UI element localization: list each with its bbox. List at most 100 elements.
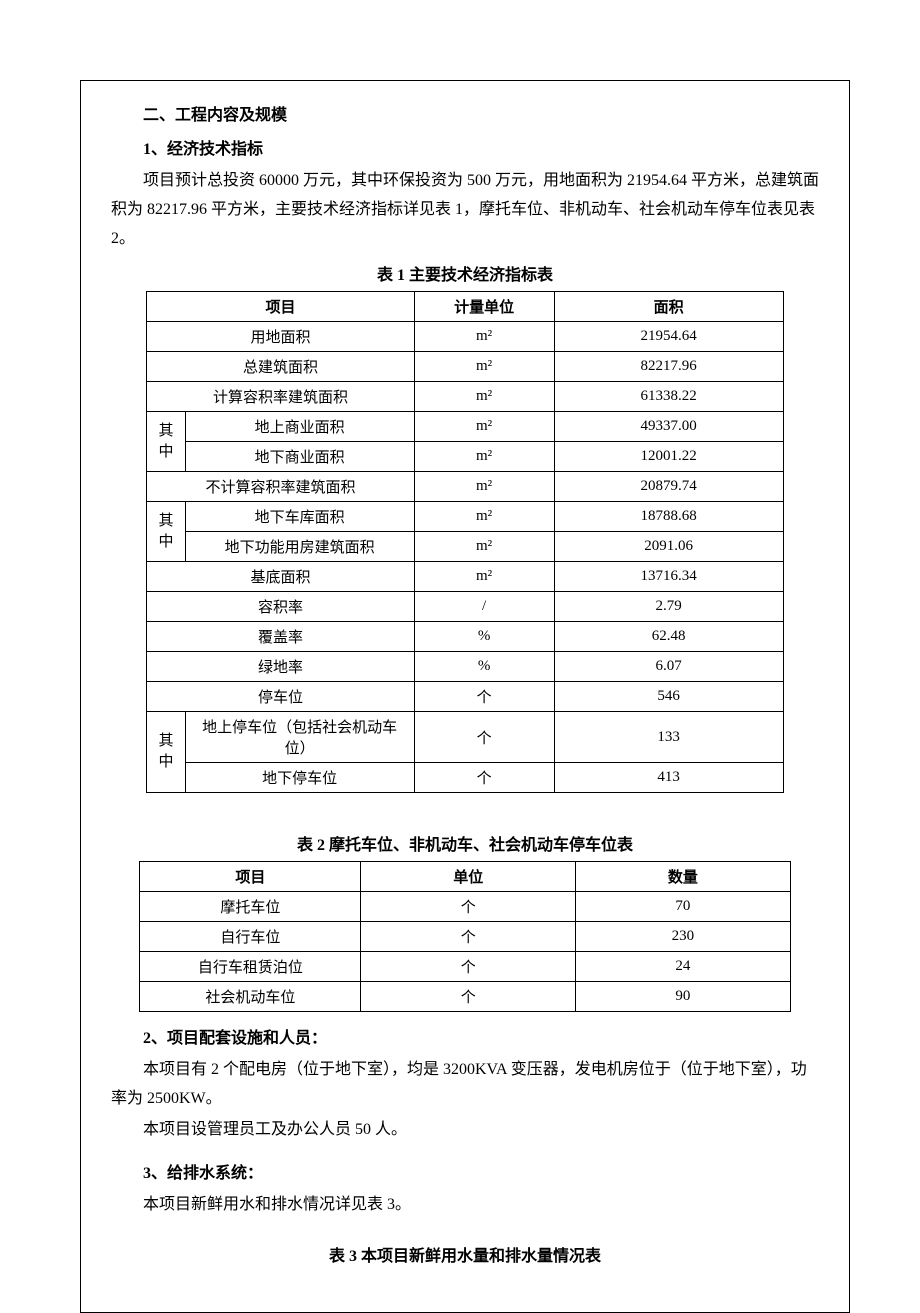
table-cell: 个	[361, 982, 576, 1012]
sub-heading-1: 1、经济技术指标	[111, 135, 819, 159]
table-row: 其中 地上商业面积 m² 49337.00	[147, 412, 783, 442]
table-row: 自行车租赁泊位 个 24	[140, 952, 790, 982]
table-row: 绿地率 % 6.07	[147, 652, 783, 682]
table-cell: 停车位	[147, 682, 414, 712]
spacer	[111, 1012, 819, 1024]
table-cell: 社会机动车位	[140, 982, 361, 1012]
table-header-row: 项目 单位 数量	[140, 862, 790, 892]
section-heading: 二、工程内容及规模	[111, 101, 819, 125]
table-row: 地下停车位 个 413	[147, 763, 783, 793]
table-cell: 摩托车位	[140, 892, 361, 922]
qizhong-cell: 其中	[147, 502, 185, 562]
table1-th-unit: 计量单位	[414, 292, 554, 322]
table-cell: 18788.68	[554, 502, 783, 532]
table-cell: 总建筑面积	[147, 352, 414, 382]
table-row: 覆盖率 % 62.48	[147, 622, 783, 652]
table-row: 地下商业面积 m² 12001.22	[147, 442, 783, 472]
table-row: 自行车位 个 230	[140, 922, 790, 952]
table-row: 计算容积率建筑面积 m² 61338.22	[147, 382, 783, 412]
sub-heading-2: 2、项目配套设施和人员：	[111, 1024, 819, 1048]
table-cell: m²	[414, 352, 554, 382]
table-cell: 地下功能用房建筑面积	[185, 532, 414, 562]
sub-heading-3: 3、给排水系统：	[111, 1159, 819, 1183]
table-cell: 62.48	[554, 622, 783, 652]
table-cell: 地下车库面积	[185, 502, 414, 532]
table-cell: m²	[414, 382, 554, 412]
table-row: 容积率 / 2.79	[147, 592, 783, 622]
qizhong-cell: 其中	[147, 412, 185, 472]
table2: 项目 单位 数量 摩托车位 个 70 自行车位 个 230 自行车租赁泊位 个 …	[139, 861, 790, 1012]
table-cell: 90	[576, 982, 791, 1012]
table-row: 其中 地上停车位（包括社会机动车位） 个 133	[147, 712, 783, 763]
table-cell: 不计算容积率建筑面积	[147, 472, 414, 502]
table-cell: 82217.96	[554, 352, 783, 382]
table-cell: 自行车租赁泊位	[140, 952, 361, 982]
table-cell: 24	[576, 952, 791, 982]
page-frame: 二、工程内容及规模 1、经济技术指标 项目预计总投资 60000 万元，其中环保…	[80, 80, 850, 1313]
spacer	[111, 793, 819, 823]
table-cell: 地上商业面积	[185, 412, 414, 442]
table-row: 摩托车位 个 70	[140, 892, 790, 922]
table-row: 其中 地下车库面积 m² 18788.68	[147, 502, 783, 532]
table-row: 停车位 个 546	[147, 682, 783, 712]
table-cell: m²	[414, 442, 554, 472]
paragraph-2: 本项目有 2 个配电房（位于地下室），均是 3200KVA 变压器，发电机房位于…	[111, 1056, 819, 1114]
table-row: 用地面积 m² 21954.64	[147, 322, 783, 352]
table-cell: 49337.00	[554, 412, 783, 442]
table-cell: 2091.06	[554, 532, 783, 562]
table-cell: 个	[361, 952, 576, 982]
table-cell: 133	[554, 712, 783, 763]
content-area: 二、工程内容及规模 1、经济技术指标 项目预计总投资 60000 万元，其中环保…	[81, 101, 849, 1266]
table-cell: 230	[576, 922, 791, 952]
table-cell: 容积率	[147, 592, 414, 622]
table-cell: 用地面积	[147, 322, 414, 352]
paragraph-4: 本项目新鲜用水和排水情况详见表 3。	[111, 1191, 819, 1220]
qizhong-cell: 其中	[147, 712, 185, 793]
table2-th-project: 项目	[140, 862, 361, 892]
table-row: 地下功能用房建筑面积 m² 2091.06	[147, 532, 783, 562]
table-cell: m²	[414, 502, 554, 532]
table1-th-project: 项目	[147, 292, 414, 322]
table-cell: 12001.22	[554, 442, 783, 472]
table-cell: 546	[554, 682, 783, 712]
table-cell: %	[414, 652, 554, 682]
table-cell: 绿地率	[147, 652, 414, 682]
table-cell: 70	[576, 892, 791, 922]
spacer	[111, 1147, 819, 1159]
table3-caption: 表 3 本项目新鲜用水量和排水量情况表	[111, 1242, 819, 1266]
table-cell: /	[414, 592, 554, 622]
table1-caption: 表 1 主要技术经济指标表	[111, 261, 819, 285]
table-cell: 个	[361, 892, 576, 922]
table-cell: 6.07	[554, 652, 783, 682]
table-cell: 20879.74	[554, 472, 783, 502]
table-cell: 地下商业面积	[185, 442, 414, 472]
table-cell: 2.79	[554, 592, 783, 622]
table-cell: 自行车位	[140, 922, 361, 952]
table-cell: m²	[414, 532, 554, 562]
table-header-row: 项目 计量单位 面积	[147, 292, 783, 322]
paragraph-1: 项目预计总投资 60000 万元，其中环保投资为 500 万元，用地面积为 21…	[111, 167, 819, 253]
table-cell: 个	[414, 712, 554, 763]
table-row: 总建筑面积 m² 82217.96	[147, 352, 783, 382]
table-row: 基底面积 m² 13716.34	[147, 562, 783, 592]
table-cell: 基底面积	[147, 562, 414, 592]
table-cell: m²	[414, 412, 554, 442]
table-cell: 个	[414, 763, 554, 793]
table-cell: 覆盖率	[147, 622, 414, 652]
paragraph-3: 本项目设管理员工及办公人员 50 人。	[111, 1116, 819, 1145]
table1: 项目 计量单位 面积 用地面积 m² 21954.64 总建筑面积 m² 822…	[146, 291, 783, 793]
table-row: 不计算容积率建筑面积 m² 20879.74	[147, 472, 783, 502]
table1-th-value: 面积	[554, 292, 783, 322]
table-cell: m²	[414, 472, 554, 502]
table-cell: 地上停车位（包括社会机动车位）	[185, 712, 414, 763]
table-cell: 地下停车位	[185, 763, 414, 793]
table-cell: 计算容积率建筑面积	[147, 382, 414, 412]
table-cell: %	[414, 622, 554, 652]
table-cell: 个	[361, 922, 576, 952]
table-cell: m²	[414, 562, 554, 592]
table-row: 社会机动车位 个 90	[140, 982, 790, 1012]
table-cell: 13716.34	[554, 562, 783, 592]
table2-th-value: 数量	[576, 862, 791, 892]
table-cell: 413	[554, 763, 783, 793]
table-cell: 个	[414, 682, 554, 712]
